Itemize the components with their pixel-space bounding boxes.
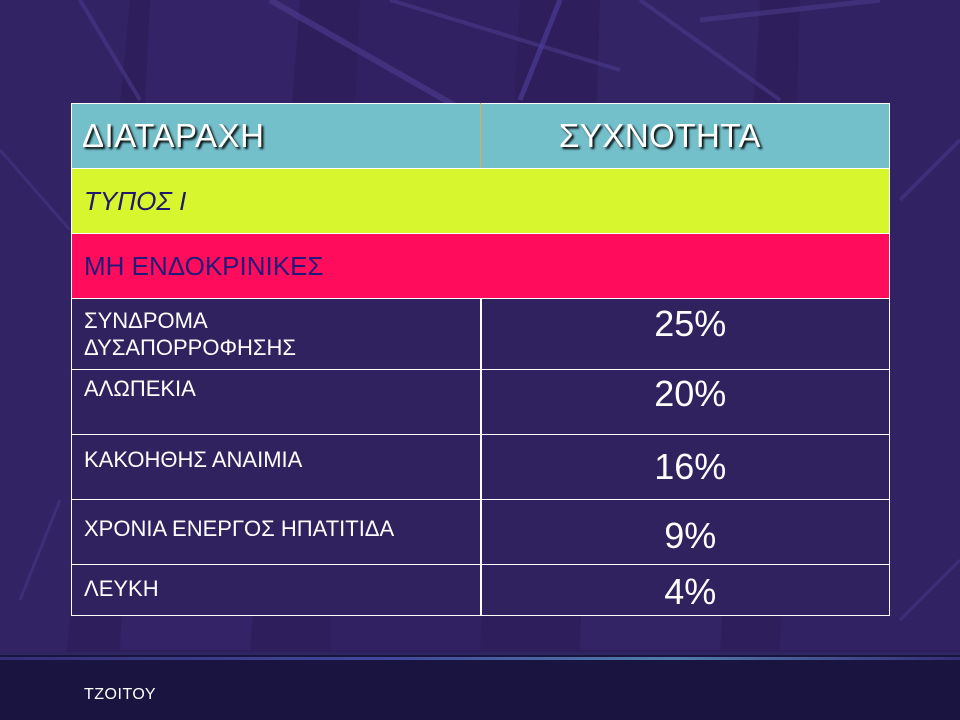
frequency-cell: 20% (480, 369, 890, 435)
frequency-cell: 25% (480, 298, 890, 370)
table-row: ΧΡΟΝΙΑ ΕΝΕΡΓΟΣ ΗΠΑΤΙΤΙΔΑ 9% (71, 499, 890, 565)
disorders-table: ΔΙΑΤΑΡΑΧΗ ΣΥΧΝΟΤΗΤΑ ΤΥΠΟΣ Ι ΜΗ ΕΝΔΟΚΡΙΝΙ… (71, 103, 890, 616)
frequency-value: 25% (654, 303, 727, 344)
footer-divider (0, 652, 960, 655)
table-row: ΚΑΚΟΗΘΗΣ ΑΝΑΙΜΙΑ 16% (71, 434, 890, 500)
disorder-label: ΚΑΚΟΗΘΗΣ ΑΝΑΙΜΙΑ (84, 446, 303, 472)
frequency-value: 20% (654, 373, 727, 414)
type-label: ΤΥΠΟΣ Ι (84, 185, 187, 216)
footer-author: ΤΖΟΙΤΟΥ (84, 686, 157, 703)
disorder-cell: ΑΛΩΠΕΚΙΑ (71, 369, 482, 435)
table-row: ΑΛΩΠΕΚΙΑ 20% (71, 369, 890, 435)
disorder-label-line1: ΣΥΝΔΡΟΜΑ (84, 308, 208, 333)
disorder-cell: ΚΑΚΟΗΘΗΣ ΑΝΑΙΜΙΑ (71, 434, 482, 500)
group-cell: ΜΗ ΕΝΔΟΚΡΙΝΙΚΕΣ (71, 233, 890, 299)
type-row: ΤΥΠΟΣ Ι (71, 168, 890, 234)
disorder-label: ΑΛΩΠΕΚΙΑ (84, 375, 196, 401)
header-frequency-label: ΣΥΧΝΟΤΗΤΑ (558, 117, 762, 154)
table-row: ΣΥΝΔΡΟΜΑ ΔΥΣΑΠΟΡΡΟΦΗΣΗΣ 25% (71, 298, 890, 370)
frequency-value: 16% (654, 446, 727, 487)
disorder-label: ΧΡΟΝΙΑ ΕΝΕΡΓΟΣ ΗΠΑΤΙΤΙΔΑ (84, 515, 395, 541)
frequency-cell: 9% (480, 499, 890, 565)
disorder-label: ΛΕΥΚΗ (84, 575, 159, 601)
disorder-cell: ΛΕΥΚΗ (71, 564, 482, 616)
frequency-value: 9% (664, 515, 717, 556)
frequency-value: 4% (664, 571, 717, 612)
footer-band (0, 652, 960, 720)
footer-accent-line (0, 657, 960, 660)
type-cell: ΤΥΠΟΣ Ι (71, 168, 890, 234)
frequency-cell: 4% (480, 564, 890, 616)
group-label: ΜΗ ΕΝΔΟΚΡΙΝΙΚΕΣ (84, 250, 324, 281)
table-header-row: ΔΙΑΤΑΡΑΧΗ ΣΥΧΝΟΤΗΤΑ (71, 103, 890, 169)
disorder-cell: ΧΡΟΝΙΑ ΕΝΕΡΓΟΣ ΗΠΑΤΙΤΙΔΑ (71, 499, 482, 565)
header-cell-frequency: ΣΥΧΝΟΤΗΤΑ (480, 103, 890, 169)
disorder-label-line2: ΔΥΣΑΠΟΡΡΟΦΗΣΗΣ (84, 335, 296, 360)
disorder-cell: ΣΥΝΔΡΟΜΑ ΔΥΣΑΠΟΡΡΟΦΗΣΗΣ (71, 298, 482, 370)
frequency-cell: 16% (480, 434, 890, 500)
header-disorder-label: ΔΙΑΤΑΡΑΧΗ (82, 117, 265, 154)
table-row: ΛΕΥΚΗ 4% (71, 564, 890, 616)
group-row: ΜΗ ΕΝΔΟΚΡΙΝΙΚΕΣ (71, 233, 890, 299)
header-cell-disorder: ΔΙΑΤΑΡΑΧΗ (71, 103, 481, 169)
